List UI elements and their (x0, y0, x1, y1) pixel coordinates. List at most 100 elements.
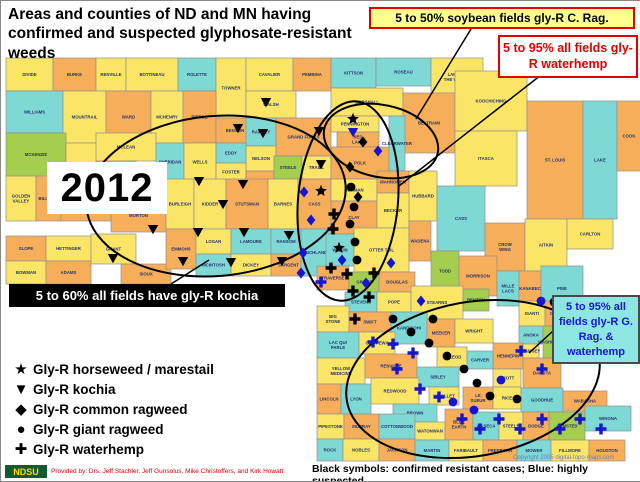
county-label: EMMONS (171, 247, 190, 252)
waterhemp-cross-symbol (391, 363, 403, 375)
county-shape (566, 218, 614, 250)
county-label: DICKEY (243, 263, 259, 268)
kochia-triangle-symbol (260, 98, 272, 108)
county: STUTSMAN (225, 178, 269, 230)
county-label: ROSEAU (394, 70, 412, 75)
waterhemp-cross-symbol (341, 268, 353, 280)
county-shape (316, 305, 350, 333)
kochia-triangle-symbol (315, 160, 327, 170)
county: WATONWAN (414, 421, 446, 441)
county-label: SHERIDAN (159, 160, 181, 165)
kochia-triangle-symbol (238, 228, 250, 238)
county-label: SIOUX (139, 272, 153, 277)
county-shape (195, 228, 232, 255)
common-ragweed-diamond-symbol (299, 186, 309, 198)
county-shape (375, 57, 432, 87)
county: POPE (376, 291, 412, 313)
county: MARSHALL (330, 87, 404, 117)
county-shape (183, 142, 217, 182)
county: LAMOURE (230, 228, 272, 255)
county-label: ANOKA (523, 333, 539, 338)
county-label: SWIFT (363, 320, 377, 325)
county-label: OLMSTED (556, 424, 577, 429)
waterhemp-cross-symbol (325, 262, 337, 274)
waterhemp-cross-symbol (536, 363, 548, 375)
annotation-pointer-line (170, 259, 210, 285)
county-label: CASS (455, 216, 467, 221)
waterhemp-cross-symbol (363, 291, 375, 303)
kochia-triangle-symbol (283, 231, 295, 241)
annotation-pointer-line (528, 330, 554, 354)
waterhemp-cross-symbol (387, 338, 399, 350)
county-label: FREEBORN (488, 448, 512, 453)
horseweed-star-symbol (315, 184, 327, 196)
county-shape (520, 387, 564, 413)
common-ragweed-diamond-symbol (386, 257, 396, 269)
county-label: NOBLES (352, 448, 370, 453)
county: COTTONWOOD (378, 413, 416, 440)
county-shape (582, 100, 618, 220)
county-label: LAKE (594, 158, 606, 163)
giant-ragweed-circle-symbol (536, 296, 546, 306)
county: TRAILL (301, 155, 332, 180)
county-label: BECKER (384, 208, 403, 213)
county-label: HOUSTON (596, 448, 617, 453)
county-label: KOOCHICHING (475, 99, 507, 104)
waterhemp-cross-symbol (349, 313, 361, 325)
county-label: DODGE (528, 424, 544, 429)
waterhemp-cross-symbol (574, 413, 586, 425)
county-shape (245, 57, 294, 92)
common-ragweed-diamond-symbol (337, 254, 347, 266)
county: FOSTER (215, 162, 247, 182)
county-shape (588, 439, 626, 462)
county-label: MCLEAN (117, 145, 135, 150)
giant-ragweed-circle-symbol (345, 219, 355, 229)
county-label: HETTINGER (56, 246, 82, 251)
county-label: MOWER (526, 448, 544, 453)
county-label: WINONA (599, 416, 617, 421)
county-label: HUBBARD (412, 194, 434, 199)
horseweed-star-symbol (333, 241, 345, 253)
county-label: DOUGLAS (386, 280, 408, 285)
waterhemp-cross-symbol (536, 413, 548, 425)
county-label: TOWNER (221, 86, 241, 91)
county: ITASCA (454, 130, 518, 187)
county-label: PENNINGTON (341, 122, 370, 127)
county-label: RICE (502, 396, 512, 401)
common-ragweed-diamond-symbol (298, 247, 308, 259)
county-label: WRIGHT (465, 329, 483, 334)
common-ragweed-diamond-symbol (361, 277, 371, 289)
county-shape (5, 175, 37, 222)
kochia-triangle-symbol (217, 200, 229, 210)
county-label: KIDDER (202, 202, 219, 207)
county-label: WELLS (192, 160, 207, 165)
legend-label: Gly-R kochia (33, 381, 116, 397)
county-shape (402, 92, 456, 154)
giant-ragweed-circle-symbol (346, 182, 356, 192)
county-shape (165, 178, 195, 230)
year-label: 2012 (47, 162, 167, 214)
county-label: ISANTI (525, 311, 539, 316)
county-label: CARLTON (580, 232, 601, 237)
waterhemp-cross-symbol (474, 423, 486, 435)
county-label: KANABEC (519, 286, 541, 291)
county-label: REDWOOD (384, 389, 407, 394)
legend-item: ▼ Gly-R kochia (9, 379, 309, 399)
annotation-kochia: 5 to 60% all fields have gly-R kochia (9, 284, 285, 307)
county-label: BOTTINEAU (139, 72, 164, 77)
county: WADENA (408, 220, 432, 262)
county: EMMONS (165, 228, 197, 270)
kochia-triangle-symbol (257, 129, 269, 139)
county: CASS (436, 185, 486, 252)
county-label: COTTONWOOD (381, 424, 413, 429)
county-label: FARIBAULT (454, 448, 478, 453)
legend-item: ● Gly-R giant ragweed (9, 419, 309, 439)
county-label: BARNES (274, 202, 292, 207)
county: GOODHUE (520, 387, 564, 413)
symbol-color-note: Black symbols: confirmed resistant cases… (312, 463, 589, 482)
county-shape (343, 413, 380, 440)
waterhemp-cross-symbol (433, 391, 445, 403)
